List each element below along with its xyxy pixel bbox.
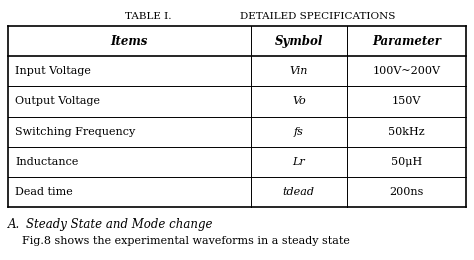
Text: Steady State and Mode change: Steady State and Mode change bbox=[26, 218, 212, 231]
Text: Input Voltage: Input Voltage bbox=[15, 66, 91, 76]
Text: Switching Frequency: Switching Frequency bbox=[15, 127, 135, 136]
Text: Items: Items bbox=[111, 35, 148, 48]
Text: Symbol: Symbol bbox=[274, 35, 323, 48]
Text: Vin: Vin bbox=[290, 66, 308, 76]
Text: Vo: Vo bbox=[292, 96, 306, 106]
Text: Inductance: Inductance bbox=[15, 157, 78, 167]
Text: 50kHz: 50kHz bbox=[388, 127, 425, 136]
Text: 50μH: 50μH bbox=[391, 157, 422, 167]
Text: 200ns: 200ns bbox=[389, 187, 424, 197]
Text: Parameter: Parameter bbox=[372, 35, 441, 48]
Text: Lr: Lr bbox=[292, 157, 305, 167]
Text: Dead time: Dead time bbox=[15, 187, 73, 197]
Text: A.: A. bbox=[8, 218, 20, 231]
Text: TABLE I.: TABLE I. bbox=[125, 12, 171, 21]
Text: Fig.8 shows the experimental waveforms in a steady state: Fig.8 shows the experimental waveforms i… bbox=[22, 236, 350, 246]
Text: fs: fs bbox=[294, 127, 304, 136]
Text: Output Voltage: Output Voltage bbox=[15, 96, 100, 106]
Text: 100V~200V: 100V~200V bbox=[373, 66, 440, 76]
Text: DETAILED SPECIFICATIONS: DETAILED SPECIFICATIONS bbox=[240, 12, 396, 21]
Text: tdead: tdead bbox=[283, 187, 315, 197]
Text: 150V: 150V bbox=[392, 96, 421, 106]
